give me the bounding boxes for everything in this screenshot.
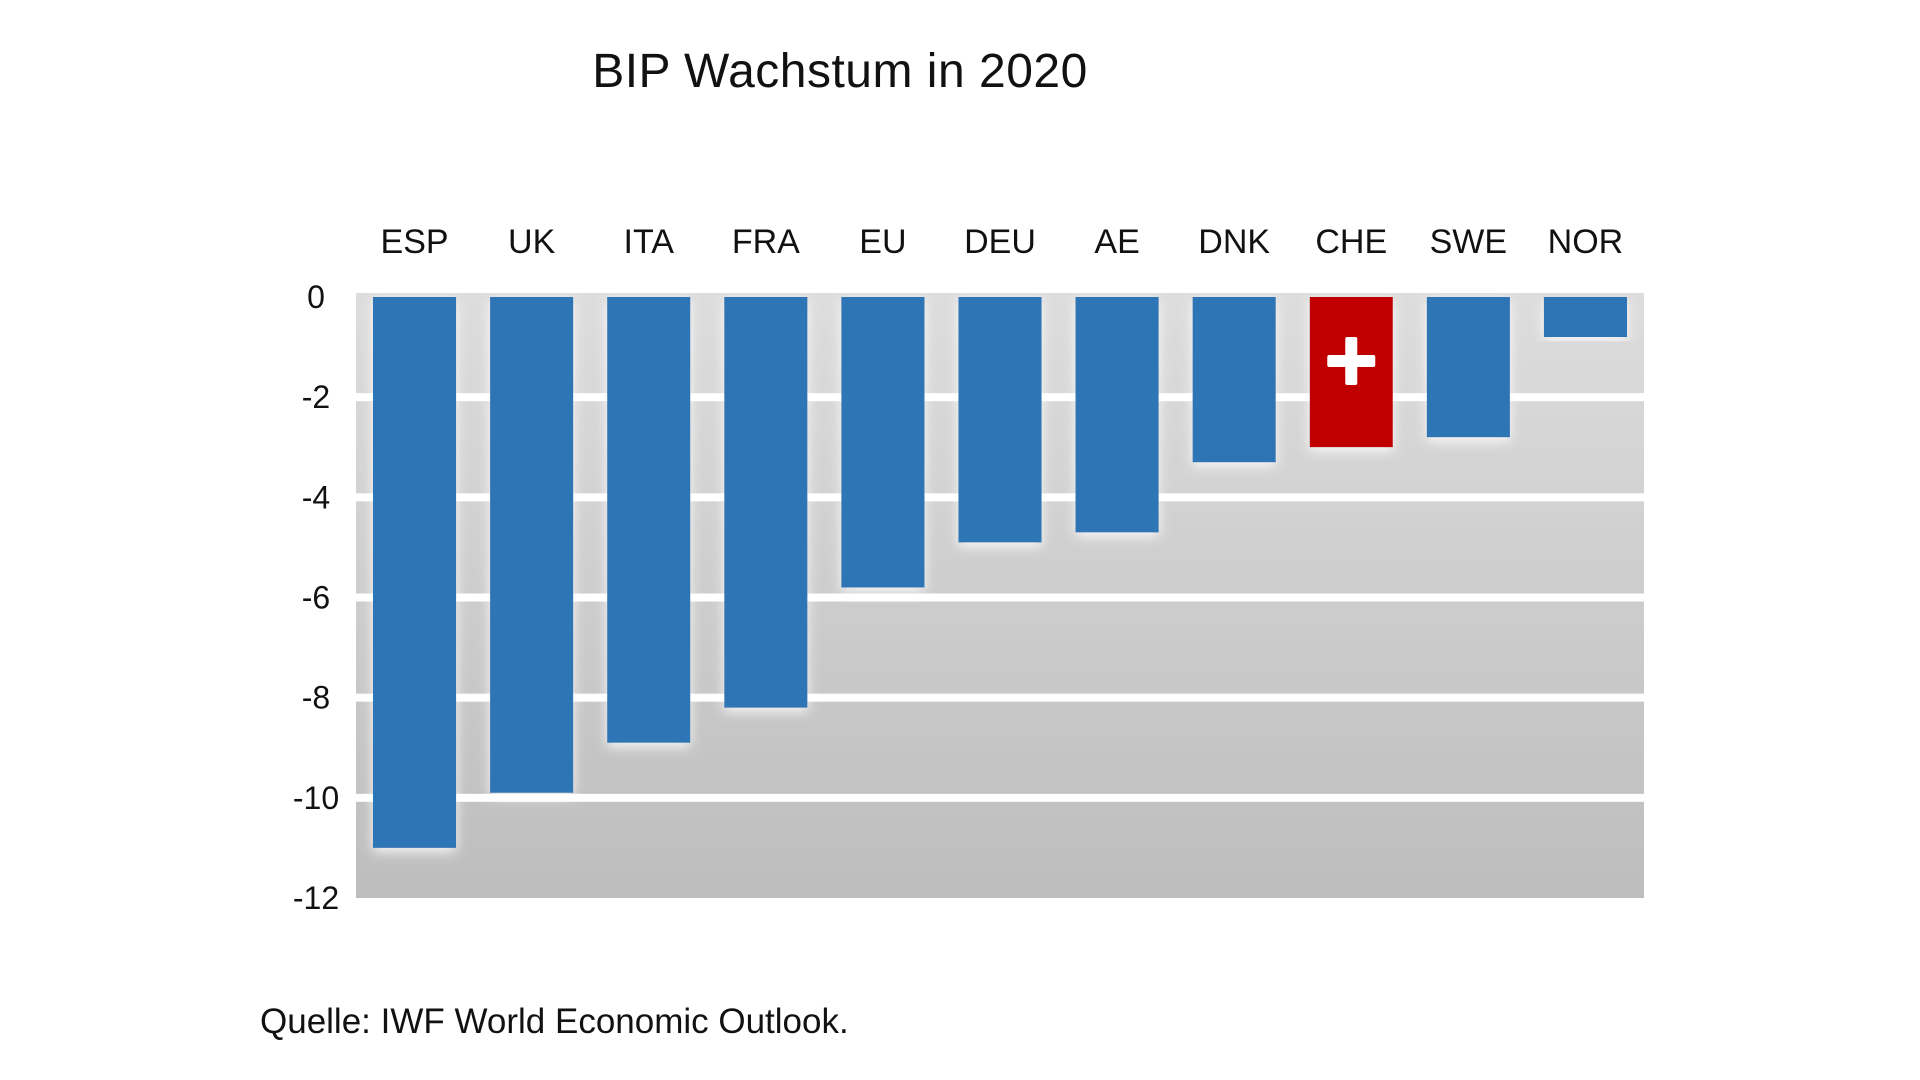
bar-eu: [841, 297, 925, 588]
category-label: AE: [1094, 223, 1139, 261]
bar-uk: [490, 297, 574, 793]
category-label: NOR: [1548, 223, 1624, 261]
y-tick-label: -8: [302, 680, 330, 716]
y-tick-label: -2: [302, 379, 330, 415]
bars: [372, 297, 1628, 848]
y-axis-tick-labels: 0 -2 -4 -6 -8 -10 -12: [293, 279, 339, 916]
y-tick-label: -4: [302, 479, 330, 515]
y-tick-label: -6: [302, 580, 330, 616]
category-labels: ESP UK ITA FRA EU DEU AE DNK CHE SWE NOR: [381, 223, 1624, 261]
bar-nor: [1543, 297, 1628, 338]
swiss-cross-icon: [1327, 337, 1376, 385]
y-tick-label: 0: [307, 279, 325, 315]
category-label: EU: [859, 223, 906, 261]
bar-fra: [724, 297, 808, 708]
gridline: [356, 593, 1644, 602]
bar-dnk: [1192, 297, 1276, 463]
category-label: DNK: [1198, 223, 1270, 261]
bar-deu: [958, 297, 1042, 543]
category-label: UK: [508, 223, 556, 261]
gridline: [356, 693, 1644, 702]
category-label: ESP: [381, 223, 449, 261]
bar-ae: [1075, 297, 1159, 533]
bar-swe: [1426, 297, 1510, 438]
category-label: ITA: [624, 223, 675, 261]
category-label: DEU: [964, 223, 1036, 261]
category-label: SWE: [1430, 223, 1507, 261]
gridline: [356, 793, 1644, 802]
category-label: CHE: [1315, 223, 1387, 261]
category-label: FRA: [732, 223, 800, 261]
cross-horizontal: [1327, 355, 1376, 367]
bar-esp: [372, 297, 457, 848]
source-note: Quelle: IWF World Economic Outlook.: [260, 1002, 849, 1041]
bar-ita: [607, 297, 691, 743]
chart-title: BIP Wachstum in 2020: [592, 45, 1088, 98]
y-tick-label: -12: [293, 880, 339, 916]
y-tick-label: -10: [293, 780, 339, 816]
